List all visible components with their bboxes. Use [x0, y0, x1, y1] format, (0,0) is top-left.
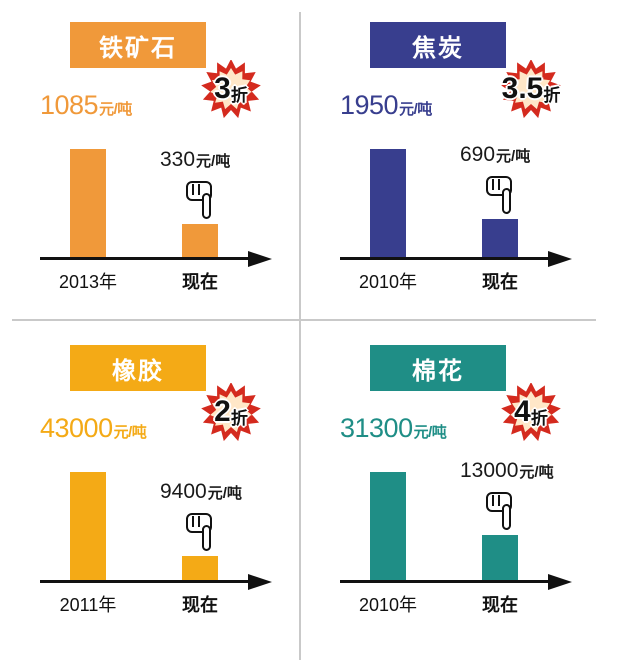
current-value-label: 330元/吨: [160, 148, 230, 172]
current-value-number: 330: [160, 148, 196, 171]
bar-start-year: [370, 149, 406, 257]
start-value-number: 1950: [340, 90, 399, 120]
start-value-unit: 元/吨: [413, 424, 447, 441]
bar-start-year: [370, 472, 406, 580]
chart-panel: 棉花 4 折 31300元/吨 13000元/吨 2010年 现在: [300, 323, 600, 643]
bar-current: [482, 535, 518, 580]
start-value-number: 43000: [40, 413, 113, 443]
current-value-label: 9400元/吨: [160, 480, 242, 504]
current-value-unit: 元/吨: [496, 148, 531, 165]
x-tick-label: 2010年: [358, 272, 418, 292]
current-value-number: 9400: [160, 480, 207, 503]
x-tick-label: 现在: [482, 272, 518, 292]
current-value-unit: 元/吨: [519, 464, 554, 481]
burst-inner-shape: [510, 391, 552, 433]
bar-current: [182, 556, 218, 580]
start-value-label: 1950元/吨: [340, 90, 432, 121]
discount-number: 3.5: [501, 72, 544, 105]
hand-index-finger: [202, 525, 211, 551]
chart-title: 棉花: [370, 345, 506, 391]
chart-title: 橡胶: [70, 345, 206, 391]
discount-suffix: 折: [543, 85, 561, 105]
bar-start-year: [70, 472, 106, 580]
current-value-label: 690元/吨: [460, 143, 530, 167]
start-value-unit: 元/吨: [99, 101, 132, 118]
start-value-label: 1085元/吨: [40, 90, 132, 121]
horizontal-divider: [12, 319, 596, 321]
pointing-hand-icon: [484, 491, 516, 531]
x-tick-label: 现在: [182, 272, 218, 292]
chart-panel: 橡胶 2 折 43000元/吨 9400元/吨 2011年 现在: [0, 323, 300, 643]
current-value-unit: 元/吨: [207, 485, 242, 502]
discount-number: 2: [214, 395, 231, 428]
bar-current: [182, 224, 218, 257]
start-value-unit: 元/吨: [399, 101, 432, 118]
hand-index-finger: [502, 188, 511, 214]
x-axis-line: [340, 257, 552, 260]
chart-title: 焦炭: [370, 22, 506, 68]
discount-number: 4: [514, 395, 531, 428]
x-tick-label: 2010年: [358, 595, 418, 615]
bar-current: [482, 219, 518, 257]
hand-index-finger: [202, 193, 211, 219]
x-tick-label: 2011年: [59, 595, 117, 615]
chart-title: 铁矿石: [70, 22, 206, 68]
chart-panel: 焦炭 3.5 折 1950元/吨 690元/吨 2010年 现在: [300, 0, 600, 320]
chart-panel: 铁矿石 3 折 1085元/吨 330元/吨 2013年 现在: [0, 0, 300, 320]
discount-suffix: 折: [230, 408, 248, 428]
pointing-hand-icon: [484, 175, 516, 215]
current-value-label: 13000元/吨: [460, 459, 554, 483]
discount-label: 3.5 折: [500, 60, 562, 118]
hand-index-finger: [502, 504, 511, 530]
x-axis-arrow-icon: [248, 573, 272, 590]
start-value-number: 1085: [40, 90, 99, 120]
x-axis-arrow-icon: [248, 250, 272, 267]
x-axis-arrow-icon: [548, 250, 572, 267]
discount-number: 3: [214, 72, 231, 105]
discount-suffix: 折: [530, 408, 548, 428]
bar-start-year: [70, 149, 106, 257]
discount-suffix: 折: [230, 85, 248, 105]
pointing-hand-icon: [184, 512, 216, 552]
x-axis-arrow-icon: [548, 573, 572, 590]
burst-inner-shape: [210, 68, 252, 110]
burst-inner-shape: [210, 391, 252, 433]
x-axis-line: [40, 580, 252, 583]
current-value-unit: 元/吨: [196, 153, 231, 170]
x-tick-label: 现在: [182, 595, 218, 615]
current-value-number: 690: [460, 143, 496, 166]
x-axis-line: [340, 580, 552, 583]
start-value-label: 31300元/吨: [340, 413, 447, 444]
burst-inner-shape: [510, 68, 552, 110]
vertical-divider: [299, 12, 301, 660]
x-axis-line: [40, 257, 252, 260]
start-value-number: 31300: [340, 413, 413, 443]
x-tick-label: 现在: [482, 595, 518, 615]
current-value-number: 13000: [460, 459, 519, 482]
x-tick-label: 2013年: [58, 272, 118, 292]
pointing-hand-icon: [184, 180, 216, 220]
start-value-label: 43000元/吨: [40, 413, 147, 444]
discount-burst-icon: 3.5 折: [500, 59, 562, 119]
start-value-unit: 元/吨: [113, 424, 147, 441]
